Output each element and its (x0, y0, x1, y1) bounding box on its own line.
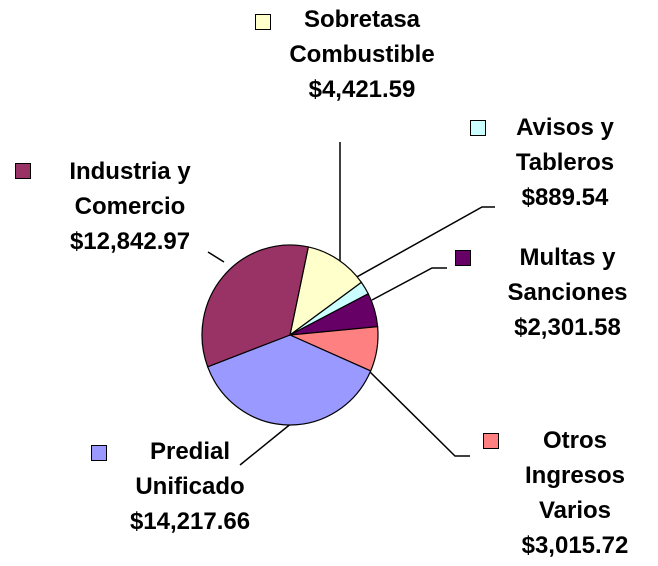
legend-swatch (470, 120, 486, 136)
pie-slice (201, 244, 310, 368)
leader-line (207, 251, 225, 263)
leader-line (367, 369, 470, 457)
category-label: Sobretasa Combustible (289, 6, 435, 68)
pie-slice (206, 334, 372, 426)
category-label: Avisos y Tableros (515, 114, 615, 176)
leader-line (371, 267, 447, 301)
value-label: $2,301.58 (514, 314, 621, 341)
value-label: $3,015.72 (521, 532, 629, 559)
legend-swatch (15, 163, 31, 179)
legend-swatch (455, 250, 471, 266)
value-label: $14,217.66 (129, 508, 251, 535)
slice-label: Otros Ingresos Varios $3,015.72 (510, 423, 640, 563)
category-label: Industria y Comercio (69, 158, 191, 220)
category-label: Otros Ingresos Varios (524, 427, 626, 524)
value-label: $889.54 (521, 184, 609, 211)
leader-line (239, 417, 299, 466)
value-label: $4,421.59 (308, 76, 416, 103)
legend-swatch (91, 445, 107, 461)
value-label: $12,842.97 (69, 228, 191, 255)
category-label: Predial Unificado (135, 438, 245, 500)
slice-label: Industria y Comercio $12,842.97 (45, 154, 215, 259)
leader-line (311, 206, 495, 303)
slice-label: Predial Unificado $14,217.66 (110, 434, 270, 539)
pie-slice (289, 246, 363, 337)
slice-label: Avisos y Tableros $889.54 (500, 110, 630, 215)
category-label: Multas y Sanciones (507, 244, 628, 306)
leader-lines (207, 142, 495, 466)
legend-swatch (255, 14, 271, 30)
slice-label: Multas y Sanciones $2,301.58 (495, 240, 640, 345)
slice-label: Sobretasa Combustible $4,421.59 (287, 2, 437, 107)
legend-swatch (483, 433, 499, 449)
